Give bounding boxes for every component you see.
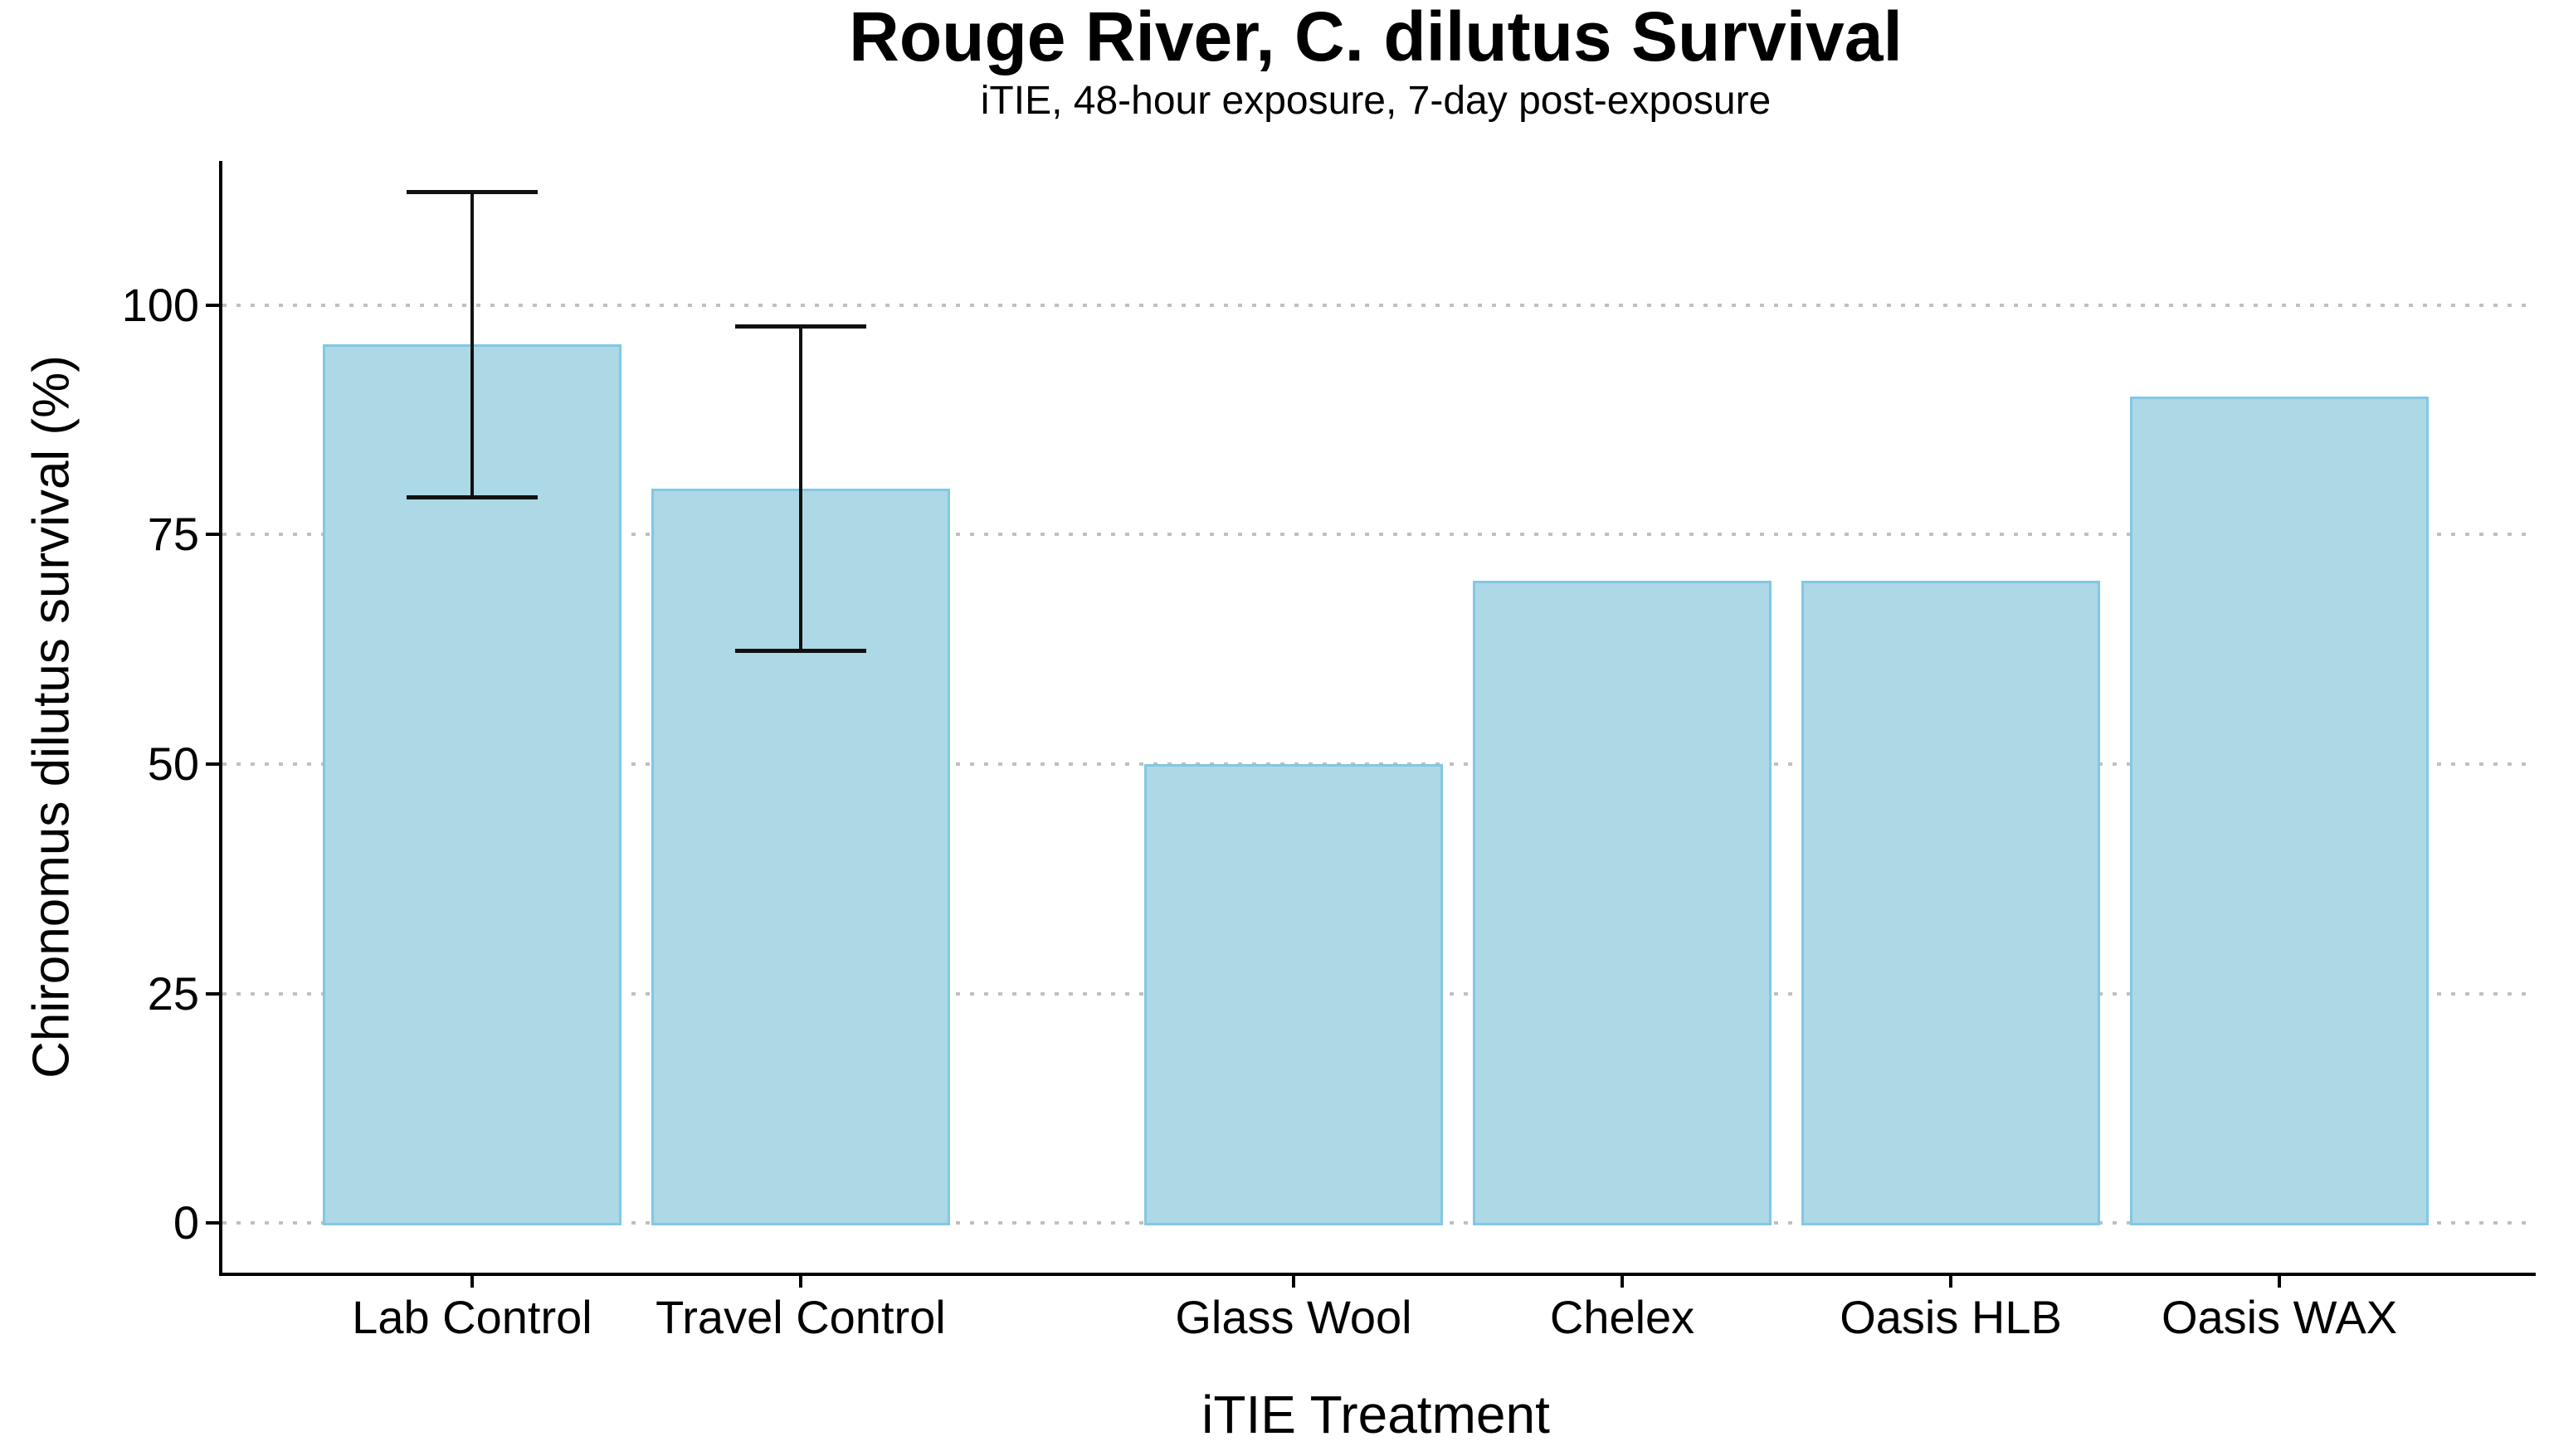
error-bar-travel-control-cap-top bbox=[734, 324, 867, 329]
y-tick-label-0: 0 bbox=[173, 1196, 199, 1249]
y-tick-label-75: 75 bbox=[147, 508, 199, 561]
x-tick-lab-control bbox=[470, 1276, 474, 1288]
y-tick-100 bbox=[206, 303, 219, 307]
gridline-100 bbox=[222, 303, 2536, 307]
error-bar-lab-control-stem bbox=[470, 191, 474, 499]
x-tick-label-lab-control: Lab Control bbox=[352, 1291, 592, 1343]
x-tick-oasis-wax bbox=[2278, 1276, 2282, 1288]
y-tick-0 bbox=[206, 1221, 219, 1225]
x-axis-title: iTIE Treatment bbox=[1201, 1385, 1550, 1444]
chart-title: Rouge River, C. dilutus Survival bbox=[849, 0, 1903, 75]
y-tick-25 bbox=[206, 991, 219, 996]
x-tick-travel-control bbox=[798, 1276, 802, 1288]
x-tick-label-glass-wool: Glass Wool bbox=[1175, 1291, 1412, 1343]
gridline-75 bbox=[222, 533, 2536, 537]
x-tick-label-travel-control: Travel Control bbox=[656, 1291, 946, 1343]
chart-subtitle: iTIE, 48-hour exposure, 7-day post-expos… bbox=[980, 79, 1772, 123]
bar-glass-wool bbox=[1144, 763, 1443, 1226]
error-bar-travel-control-cap-bottom bbox=[734, 648, 867, 653]
bar-oasis-hlb bbox=[1801, 580, 2100, 1226]
y-tick-label-50: 50 bbox=[147, 737, 199, 790]
x-tick-chelex bbox=[1621, 1276, 1625, 1288]
y-tick-label-100: 100 bbox=[121, 278, 199, 331]
y-tick-label-25: 25 bbox=[147, 967, 199, 1020]
x-tick-label-oasis-hlb: Oasis HLB bbox=[1840, 1291, 2062, 1343]
y-tick-50 bbox=[206, 762, 219, 766]
x-tick-label-chelex: Chelex bbox=[1549, 1291, 1695, 1343]
x-tick-label-oasis-wax: Oasis WAX bbox=[2161, 1291, 2398, 1343]
x-tick-oasis-hlb bbox=[1949, 1276, 1953, 1288]
bar-oasis-wax bbox=[2130, 397, 2429, 1226]
y-tick-75 bbox=[206, 533, 219, 537]
bar-chelex bbox=[1473, 580, 1772, 1226]
error-bar-travel-control-stem bbox=[798, 326, 802, 651]
error-bar-lab-control-cap-bottom bbox=[406, 495, 539, 500]
x-tick-glass-wool bbox=[1291, 1276, 1295, 1288]
error-bar-lab-control-cap-top bbox=[406, 189, 539, 194]
